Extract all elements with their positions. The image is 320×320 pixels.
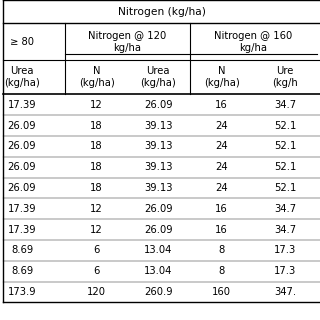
Text: 24: 24 [215, 141, 228, 151]
Text: 8.69: 8.69 [11, 245, 33, 255]
Text: 34.7: 34.7 [274, 100, 296, 110]
Text: Urea
(kg/ha): Urea (kg/ha) [140, 67, 176, 88]
Text: 17.3: 17.3 [274, 266, 296, 276]
Text: 8.69: 8.69 [11, 266, 33, 276]
Text: 17.39: 17.39 [8, 100, 36, 110]
Text: 13.04: 13.04 [144, 245, 172, 255]
Text: 52.1: 52.1 [274, 183, 296, 193]
Text: 26.09: 26.09 [144, 225, 172, 235]
Text: 16: 16 [215, 225, 228, 235]
Text: 12: 12 [90, 225, 103, 235]
Text: 16: 16 [215, 204, 228, 214]
Text: Ure
(kg/h: Ure (kg/h [272, 67, 298, 88]
Text: Nitrogen @ 160
kg/ha: Nitrogen @ 160 kg/ha [214, 31, 292, 52]
Text: 120: 120 [87, 287, 106, 297]
Text: 52.1: 52.1 [274, 121, 296, 131]
Text: 26.09: 26.09 [8, 183, 36, 193]
Text: 17.3: 17.3 [274, 245, 296, 255]
Text: 17.39: 17.39 [8, 204, 36, 214]
Text: N
(kg/ha): N (kg/ha) [204, 67, 240, 88]
Text: 26.09: 26.09 [8, 121, 36, 131]
Text: 18: 18 [90, 121, 103, 131]
Text: 39.13: 39.13 [144, 121, 172, 131]
Text: 18: 18 [90, 141, 103, 151]
Text: 8: 8 [219, 245, 225, 255]
Text: 347.: 347. [274, 287, 296, 297]
Text: 260.9: 260.9 [144, 287, 172, 297]
Text: Nitrogen @ 120
kg/ha: Nitrogen @ 120 kg/ha [88, 31, 166, 52]
Text: 6: 6 [93, 245, 100, 255]
Text: 26.09: 26.09 [8, 141, 36, 151]
Text: 8: 8 [219, 266, 225, 276]
Text: 39.13: 39.13 [144, 141, 172, 151]
Text: 12: 12 [90, 204, 103, 214]
Text: 34.7: 34.7 [274, 204, 296, 214]
Text: 26.09: 26.09 [144, 100, 172, 110]
Text: 26.09: 26.09 [144, 204, 172, 214]
Text: 26.09: 26.09 [8, 162, 36, 172]
Text: 24: 24 [215, 162, 228, 172]
Text: 34.7: 34.7 [274, 225, 296, 235]
Text: 52.1: 52.1 [274, 162, 296, 172]
Text: 18: 18 [90, 162, 103, 172]
Text: 160: 160 [212, 287, 231, 297]
Text: 17.39: 17.39 [8, 225, 36, 235]
Text: 6: 6 [93, 266, 100, 276]
Text: Nitrogen (kg/ha): Nitrogen (kg/ha) [117, 7, 205, 17]
Text: 13.04: 13.04 [144, 266, 172, 276]
Text: 52.1: 52.1 [274, 141, 296, 151]
Text: 173.9: 173.9 [8, 287, 36, 297]
Text: ≥ 80: ≥ 80 [10, 37, 34, 47]
Text: 16: 16 [215, 100, 228, 110]
Text: 39.13: 39.13 [144, 183, 172, 193]
Text: 24: 24 [215, 121, 228, 131]
Text: 39.13: 39.13 [144, 162, 172, 172]
Text: N
(kg/ha): N (kg/ha) [79, 67, 114, 88]
Text: 12: 12 [90, 100, 103, 110]
Text: Urea
(kg/ha): Urea (kg/ha) [4, 67, 40, 88]
Text: 18: 18 [90, 183, 103, 193]
Text: 24: 24 [215, 183, 228, 193]
